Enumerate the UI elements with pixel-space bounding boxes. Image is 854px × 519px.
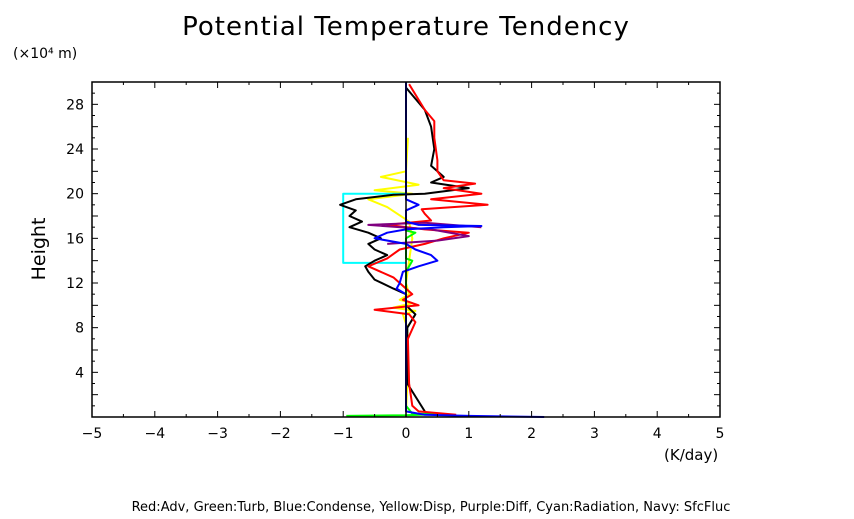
x-tick-label: −5 (82, 426, 103, 442)
x-tick-label: 2 (527, 426, 536, 442)
series-line-6 (367, 221, 482, 245)
y-unit-label: (×10⁴ m) (13, 46, 78, 62)
x-tick-label: −1 (333, 426, 354, 442)
chart-title: Potential Temperature Tendency (182, 12, 630, 42)
legend: Red:Adv, Green:Turb, Blue:Condense, Yell… (131, 500, 731, 515)
y-tick-label: 20 (66, 187, 84, 203)
series-line-5 (367, 83, 489, 416)
x-axis-label: (K/day) (664, 446, 719, 464)
x-tick-label: 3 (590, 426, 599, 442)
x-tick-label: 4 (653, 426, 662, 442)
series-layer (339, 82, 545, 418)
x-tick-label: 0 (402, 426, 411, 442)
x-tick-label: −4 (144, 426, 165, 442)
x-tick-label: −2 (270, 426, 291, 442)
series-line-1 (367, 137, 420, 412)
series-line-4 (339, 86, 470, 412)
y-tick-label: 12 (66, 276, 84, 292)
y-tick-label: 4 (75, 365, 84, 381)
y-tick-label: 8 (75, 321, 84, 337)
y-tick-label: 28 (66, 97, 84, 113)
x-tick-label: −3 (207, 426, 228, 442)
y-tick-label: 24 (66, 142, 84, 158)
y-tick-label: 16 (66, 231, 84, 247)
x-tick-label: 5 (716, 426, 725, 442)
plot-frame (91, 81, 721, 418)
x-tick-label: 1 (464, 426, 473, 442)
